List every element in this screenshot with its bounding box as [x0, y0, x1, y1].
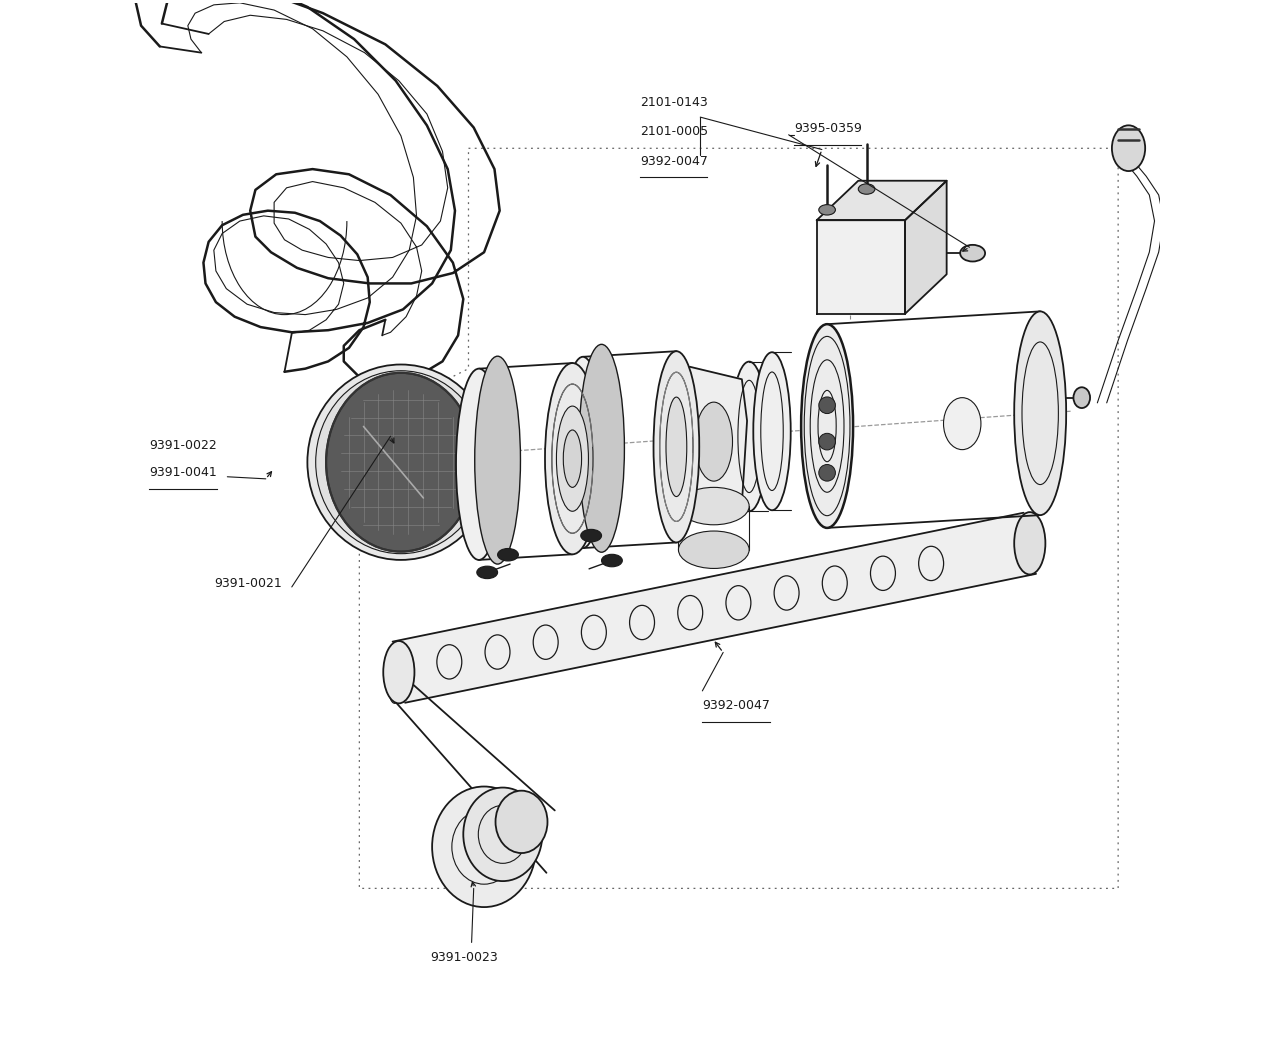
Ellipse shape	[326, 373, 476, 552]
Polygon shape	[680, 367, 748, 516]
Ellipse shape	[666, 397, 687, 496]
Polygon shape	[905, 181, 947, 314]
Ellipse shape	[477, 566, 498, 579]
Ellipse shape	[678, 531, 749, 568]
Ellipse shape	[498, 549, 518, 561]
Ellipse shape	[754, 352, 791, 510]
Text: 9391-0021: 9391-0021	[214, 577, 282, 589]
Text: 2101-0143: 2101-0143	[640, 96, 708, 110]
Ellipse shape	[557, 407, 589, 511]
Ellipse shape	[819, 205, 836, 215]
Ellipse shape	[731, 362, 768, 511]
Text: 2101-0005: 2101-0005	[640, 125, 708, 138]
Ellipse shape	[819, 434, 836, 450]
Text: 9391-0041: 9391-0041	[150, 466, 218, 480]
Ellipse shape	[562, 356, 604, 548]
Polygon shape	[817, 181, 947, 220]
Text: 9392-0047: 9392-0047	[703, 699, 771, 713]
Ellipse shape	[1014, 512, 1046, 575]
Text: 9392-0047: 9392-0047	[640, 155, 708, 167]
Text: 9395-0359: 9395-0359	[794, 122, 861, 135]
Ellipse shape	[801, 324, 852, 528]
Ellipse shape	[1112, 125, 1146, 171]
Ellipse shape	[960, 245, 986, 261]
Ellipse shape	[563, 429, 581, 487]
Ellipse shape	[388, 670, 401, 703]
Ellipse shape	[316, 371, 486, 554]
Ellipse shape	[859, 184, 876, 194]
Ellipse shape	[602, 554, 622, 566]
Polygon shape	[817, 220, 905, 314]
Ellipse shape	[695, 402, 732, 481]
Ellipse shape	[1014, 311, 1066, 515]
Text: 9391-0023: 9391-0023	[430, 951, 498, 963]
Ellipse shape	[495, 791, 548, 853]
Ellipse shape	[383, 641, 415, 703]
Ellipse shape	[654, 351, 699, 542]
Ellipse shape	[579, 345, 625, 552]
Ellipse shape	[1074, 388, 1091, 408]
Ellipse shape	[463, 788, 543, 881]
Polygon shape	[393, 513, 1036, 702]
Ellipse shape	[943, 398, 980, 449]
Ellipse shape	[545, 363, 600, 554]
Text: 9391-0022: 9391-0022	[150, 439, 218, 452]
Ellipse shape	[307, 365, 494, 560]
Ellipse shape	[819, 397, 836, 414]
Ellipse shape	[678, 487, 749, 525]
Ellipse shape	[581, 530, 602, 542]
Ellipse shape	[475, 356, 521, 564]
Ellipse shape	[456, 369, 502, 560]
Ellipse shape	[819, 464, 836, 481]
Ellipse shape	[433, 787, 536, 907]
